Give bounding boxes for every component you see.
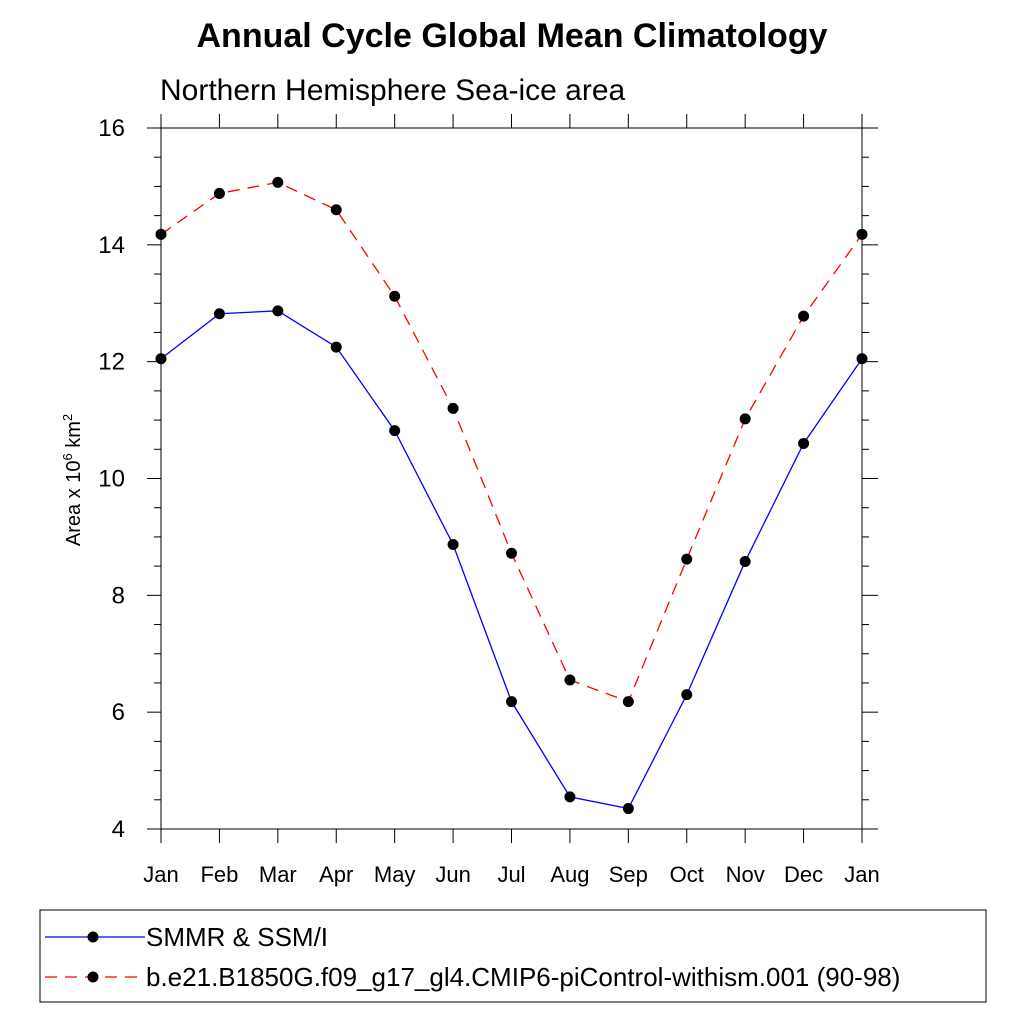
x-tick-label: Aug bbox=[550, 862, 589, 887]
x-tick-label: Jan bbox=[844, 862, 879, 887]
series-0-point bbox=[389, 425, 401, 437]
series-0-point bbox=[739, 555, 751, 567]
series-line-0 bbox=[160, 310, 863, 810]
y-tick-label: 16 bbox=[98, 115, 125, 142]
y-axis-label-unit-exponent: 2 bbox=[60, 414, 75, 421]
y-tick-label: 4 bbox=[112, 816, 125, 843]
series-1-point bbox=[856, 228, 868, 240]
series-1-point bbox=[447, 402, 459, 414]
series-1-point bbox=[798, 310, 810, 322]
x-tick-label: May bbox=[374, 862, 416, 887]
y-tick-label: 12 bbox=[98, 349, 125, 376]
series-1-point bbox=[506, 547, 517, 559]
x-tick-label: Feb bbox=[200, 862, 238, 887]
plot-frame bbox=[160, 127, 863, 830]
y-tick-label: 14 bbox=[98, 232, 125, 259]
x-tick-label: Apr bbox=[319, 862, 353, 887]
series-0-point bbox=[564, 791, 576, 803]
x-tick-label: Nov bbox=[726, 862, 765, 887]
series-line-1 bbox=[160, 181, 863, 703]
y-tick-label: 10 bbox=[98, 466, 125, 493]
series-1-point bbox=[272, 176, 284, 188]
series-0-point bbox=[856, 353, 868, 365]
legend-label-smmr: SMMR & SSM/I bbox=[146, 922, 328, 952]
series-1-point bbox=[681, 553, 693, 565]
x-tick-label: Jul bbox=[497, 862, 525, 887]
series-0-point bbox=[506, 696, 517, 708]
x-tick-label: Sep bbox=[609, 862, 648, 887]
series-0-point bbox=[330, 341, 342, 353]
series-0-point bbox=[155, 353, 167, 365]
series-0-point bbox=[798, 437, 810, 449]
x-tick-label: Jan bbox=[143, 862, 178, 887]
legend: SMMR & SSM/I b.e21.B1850G.f09_g17_gl4.CM… bbox=[39, 909, 987, 1003]
series-0-point bbox=[213, 308, 225, 320]
series-0-point bbox=[681, 689, 693, 701]
legend-marker-smmr bbox=[87, 931, 99, 943]
y-axis-label: Area x 106 km2 bbox=[60, 414, 85, 546]
y-axis-label-exponent: 6 bbox=[60, 453, 75, 460]
legend-label-model: b.e21.B1850G.f09_g17_gl4.CMIP6-piControl… bbox=[146, 962, 900, 992]
x-tick-label: Mar bbox=[259, 862, 297, 887]
series-1-point bbox=[622, 696, 634, 708]
series-1-point bbox=[739, 413, 751, 425]
x-tick-label: Dec bbox=[784, 862, 823, 887]
series-1-point bbox=[564, 674, 576, 686]
series-layer bbox=[155, 176, 868, 815]
series-1-point bbox=[155, 228, 167, 240]
y-axis-label-unit: km bbox=[63, 421, 85, 453]
axes: 4 6 8 10 12 14 16 Jan Feb Mar Apr May Jun Jul Aug Sep Oc… bbox=[98, 114, 880, 887]
y-axis-label-main: Area x 10 bbox=[63, 461, 85, 547]
y-tick-label: 6 bbox=[112, 699, 125, 726]
x-tick-label: Jun bbox=[435, 862, 470, 887]
series-0-point bbox=[622, 803, 634, 815]
x-tick-label: Oct bbox=[670, 862, 704, 887]
series-1-point bbox=[389, 290, 401, 302]
series-1-point bbox=[213, 187, 225, 199]
chart-subtitle: Northern Hemisphere Sea-ice area bbox=[160, 74, 626, 107]
chart-title: Annual Cycle Global Mean Climatology bbox=[197, 17, 828, 55]
series-1-point bbox=[330, 204, 342, 216]
series-0-point bbox=[272, 305, 284, 317]
legend-box bbox=[39, 909, 987, 1003]
legend-marker-model bbox=[87, 971, 99, 983]
series-0-point bbox=[447, 539, 459, 551]
y-tick-label: 8 bbox=[112, 582, 125, 609]
